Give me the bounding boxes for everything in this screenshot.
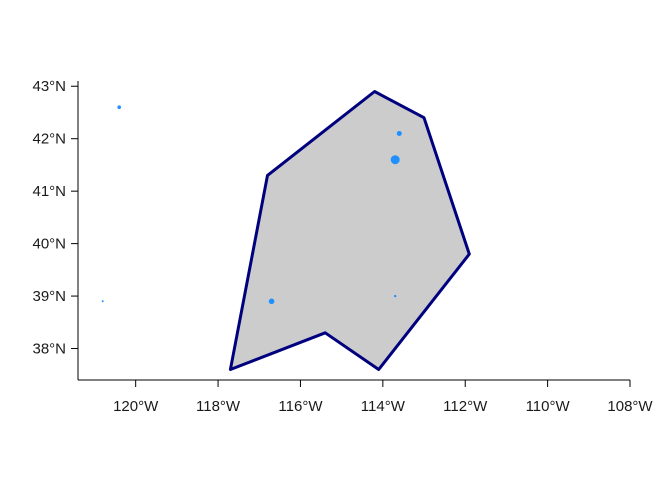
x-tick-label-4: 114°W [361,398,406,415]
x-tick-label-6: 110°W [526,398,571,415]
x-axis: 120°W 118°W 116°W 114°W 112°W 110°W 108°W [78,379,653,415]
y-tick-label-4: 41°N [32,183,66,200]
x-tick-label-5: 112°W [443,398,488,415]
y-axis: 38°N 39°N 40°N 41°N 42°N 43°N [32,78,79,380]
x-tick-label-7: 108°W [607,398,653,415]
x-tick-label-2: 118°W [196,398,241,415]
map-point-2 [101,300,104,303]
region-polygon [228,90,471,371]
y-tick-label-1: 38°N [32,341,66,358]
map-point-5 [390,155,400,165]
x-tick-label-3: 116°W [278,398,323,415]
y-tick-label-6: 43°N [32,78,66,95]
map-point-3 [268,298,275,305]
map-point-6 [394,294,397,298]
y-tick-label-3: 40°N [32,236,66,253]
plot-area [101,90,471,371]
y-tick-label-5: 42°N [32,131,66,148]
x-tick-label-1: 120°W [113,398,159,415]
map-point-1 [117,105,121,109]
map-point-4 [396,131,402,136]
y-tick-label-2: 39°N [32,288,66,305]
